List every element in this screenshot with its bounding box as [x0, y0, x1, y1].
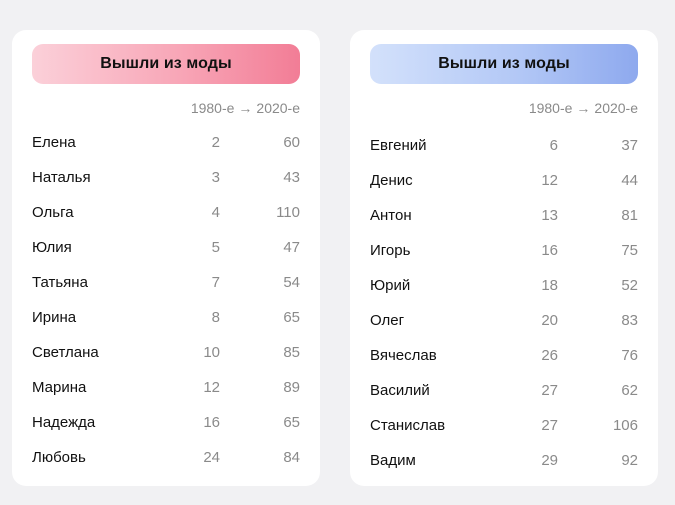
rank-1980-cell: 29: [541, 452, 558, 469]
name-cell: Татьяна: [32, 274, 88, 291]
name-cell: Ирина: [32, 309, 77, 326]
name-cell: Юлия: [32, 239, 72, 256]
table-row: Юлия 5 47: [32, 231, 300, 266]
rank-1980-cell: 8: [211, 309, 220, 326]
card-title: Вышли из моды: [32, 44, 300, 84]
arrow-right-icon: →: [576, 100, 591, 116]
name-cell: Вадим: [370, 452, 416, 469]
rank-1980-cell: 5: [211, 239, 220, 256]
rank-2020-cell: 65: [283, 309, 300, 326]
rank-1980-cell: 16: [541, 242, 558, 259]
names-table: Евгений 6 37 Денис 12 44 Антон 13 81 Игорь 16 75…: [370, 129, 638, 479]
rank-1980-cell: 3: [211, 169, 220, 186]
table-row: Марина 12 89: [32, 371, 300, 406]
rank-2020-cell: 65: [283, 414, 300, 431]
rank-2020-cell: 106: [612, 417, 638, 434]
name-cell: Василий: [370, 382, 430, 399]
rank-2020-cell: 52: [621, 277, 638, 294]
table-row: Вячеслав 26 76: [370, 339, 638, 374]
table-row: Юрий 18 52: [370, 269, 638, 304]
rank-2020-cell: 110: [276, 204, 300, 221]
rank-1980-cell: 2: [211, 134, 220, 151]
table-row: Игорь 16 75: [370, 234, 638, 269]
rank-2020-cell: 85: [283, 344, 300, 361]
table-row: Надежда 16 65: [32, 406, 300, 441]
rank-1980-cell: 18: [541, 277, 558, 294]
rank-1980-cell: 7: [211, 274, 220, 291]
rank-1980-cell: 6: [549, 137, 558, 154]
name-cell: Антон: [370, 207, 412, 224]
name-cell: Ольга: [32, 204, 74, 221]
rank-1980-cell: 13: [541, 207, 558, 224]
rank-2020-cell: 76: [621, 347, 638, 364]
column-2020-label: 2020-е: [594, 100, 638, 116]
column-header: 1980-е → 2020-е: [191, 100, 300, 116]
table-row: Татьяна 7 54: [32, 266, 300, 301]
name-cell: Светлана: [32, 344, 99, 361]
table-row: Любовь 24 84: [32, 441, 300, 476]
rank-2020-cell: 43: [283, 169, 300, 186]
table-row: Денис 12 44: [370, 164, 638, 199]
table-row: Станислав 27 106: [370, 409, 638, 444]
rank-2020-cell: 92: [621, 452, 638, 469]
name-cell: Наталья: [32, 169, 91, 186]
table-row: Антон 13 81: [370, 199, 638, 234]
name-cell: Надежда: [32, 414, 96, 431]
name-cell: Марина: [32, 379, 87, 396]
name-cell: Евгений: [370, 137, 427, 154]
rank-1980-cell: 4: [211, 204, 220, 221]
table-row: Светлана 10 85: [32, 336, 300, 371]
column-2020-label: 2020-е: [256, 100, 300, 116]
names-table: Елена 2 60 Наталья 3 43 Ольга 4 110 Юлия 5 47 Та…: [32, 126, 300, 476]
rank-2020-cell: 62: [621, 382, 638, 399]
rank-2020-cell: 60: [283, 134, 300, 151]
rank-1980-cell: 20: [541, 312, 558, 329]
rank-2020-cell: 47: [283, 239, 300, 256]
column-1980-label: 1980-е: [528, 100, 573, 116]
rank-1980-cell: 27: [541, 417, 558, 434]
rank-1980-cell: 27: [541, 382, 558, 399]
rank-1980-cell: 26: [541, 347, 558, 364]
table-row: Наталья 3 43: [32, 161, 300, 196]
card-title: Вышли из моды: [370, 44, 638, 84]
rank-1980-cell: 16: [203, 414, 220, 431]
name-cell: Денис: [370, 172, 413, 189]
table-row: Ирина 8 65: [32, 301, 300, 336]
table-row: Василий 27 62: [370, 374, 638, 409]
rank-1980-cell: 12: [203, 379, 220, 396]
name-cell: Станислав: [370, 417, 446, 434]
male-names-card: Вышли из моды 1980-е → 2020-е Евгений 6 37 Д…: [350, 30, 658, 486]
name-cell: Игорь: [370, 242, 411, 259]
name-cell: Елена: [32, 134, 76, 151]
rank-1980-cell: 24: [203, 449, 220, 466]
rank-2020-cell: 44: [621, 172, 638, 189]
column-1980-label: 1980-е: [190, 100, 235, 116]
name-cell: Юрий: [370, 277, 411, 294]
rank-1980-cell: 10: [203, 344, 220, 361]
table-row: Вадим 29 92: [370, 444, 638, 479]
name-cell: Вячеслав: [370, 347, 437, 364]
rank-1980-cell: 12: [541, 172, 558, 189]
rank-2020-cell: 89: [283, 379, 300, 396]
rank-2020-cell: 83: [621, 312, 638, 329]
rank-2020-cell: 54: [283, 274, 300, 291]
name-cell: Олег: [370, 312, 405, 329]
female-names-card: Вышли из моды 1980-е → 2020-е Елена 2 60 Нат…: [12, 30, 320, 486]
rank-2020-cell: 84: [283, 449, 300, 466]
column-header: 1980-е → 2020-е: [529, 100, 638, 116]
name-cell: Любовь: [32, 449, 86, 466]
arrow-right-icon: →: [238, 100, 253, 116]
table-row: Олег 20 83: [370, 304, 638, 339]
table-row: Елена 2 60: [32, 126, 300, 161]
rank-2020-cell: 81: [621, 207, 638, 224]
rank-2020-cell: 37: [621, 137, 638, 154]
table-row: Ольга 4 110: [32, 196, 300, 231]
table-row: Евгений 6 37: [370, 129, 638, 164]
rank-2020-cell: 75: [621, 242, 638, 259]
